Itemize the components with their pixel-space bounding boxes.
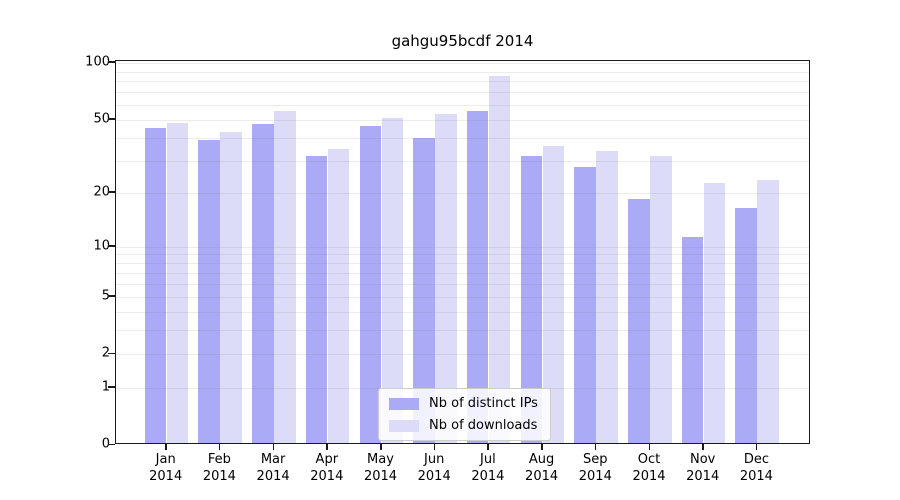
legend: Nb of distinct IPs Nb of downloads — [378, 388, 551, 441]
x-tick-label-mar: Mar 2014 — [256, 452, 290, 484]
gridline — [116, 354, 809, 356]
y-tick-mark — [108, 352, 115, 355]
legend-row-downloads: Nb of downloads — [389, 418, 538, 433]
x-tick-mark — [218, 444, 221, 450]
gridline — [116, 62, 809, 64]
bar-mar-downloads — [274, 111, 296, 443]
x-tick-mark — [541, 444, 543, 450]
x-tick-mark — [433, 444, 436, 450]
bar-jul-downloads — [488, 76, 511, 443]
gridline — [116, 192, 809, 194]
bar-oct-downloads — [650, 156, 672, 443]
gridline — [116, 104, 809, 106]
x-tick-mark — [326, 444, 328, 450]
x-tick-label-feb: Feb 2014 — [202, 452, 236, 484]
y-tick-label-2: 2 — [101, 345, 110, 361]
y-tick-label-1: 1 — [101, 379, 110, 395]
bar-nov-downloads — [703, 183, 726, 443]
bar-feb-distinct-ips — [198, 139, 220, 443]
legend-label-distinct-ips: Nb of distinct IPs — [429, 396, 538, 411]
x-tick-label-oct: Oct 2014 — [632, 452, 666, 484]
y-tick-mark — [108, 118, 115, 120]
x-tick-mark — [165, 444, 167, 450]
gridline — [116, 71, 809, 73]
x-tick-mark — [702, 444, 704, 450]
gridline — [116, 246, 809, 248]
bar-mar-distinct-ips — [252, 124, 274, 443]
x-tick-label-may: May 2014 — [363, 452, 398, 484]
bar-feb-downloads — [220, 131, 242, 443]
bar-jun-distinct-ips — [413, 137, 435, 443]
x-tick-label-jan: Jan 2014 — [149, 452, 183, 484]
x-tick-label-sep: Sep 2014 — [578, 452, 612, 484]
legend-swatch-downloads — [389, 419, 419, 432]
gridline — [116, 263, 809, 265]
bar-apr-downloads — [327, 148, 350, 443]
bar-aug-distinct-ips — [520, 156, 543, 443]
bar-nov-distinct-ips — [681, 237, 704, 443]
bar-jul-distinct-ips — [466, 111, 489, 443]
y-tick-label-5: 5 — [101, 288, 110, 304]
bar-may-distinct-ips — [359, 126, 381, 443]
y-tick-label-10: 10 — [93, 238, 110, 253]
gridline — [116, 81, 809, 83]
bar-dec-distinct-ips — [735, 208, 757, 443]
gridline — [116, 296, 809, 298]
gridline — [116, 272, 809, 274]
bar-aug-downloads — [542, 146, 565, 443]
chart-title: gahgu95bcdf 2014 — [391, 32, 534, 50]
bar-jan-downloads — [166, 122, 189, 443]
y-tick-mark — [108, 295, 115, 297]
x-tick-label-jul: Jul 2014 — [471, 452, 505, 484]
gridline — [116, 160, 809, 162]
bar-sep-distinct-ips — [574, 167, 596, 443]
bar-apr-distinct-ips — [305, 156, 328, 443]
bar-jun-downloads — [435, 114, 457, 443]
y-tick-mark — [108, 191, 115, 193]
y-tick-label-100: 100 — [85, 54, 110, 70]
x-tick-label-apr: Apr 2014 — [310, 452, 344, 484]
y-tick-label-50: 50 — [93, 111, 110, 127]
y-tick-mark — [108, 245, 115, 247]
y-tick-label-20: 20 — [93, 184, 110, 200]
y-tick-mark — [108, 61, 115, 63]
legend-row-distinct-ips: Nb of distinct IPs — [389, 396, 538, 411]
y-tick-mark — [108, 443, 115, 445]
gridline — [116, 254, 809, 256]
x-tick-label-dec: Dec 2014 — [739, 452, 773, 484]
bar-dec-downloads — [757, 179, 779, 443]
x-tick-mark — [272, 444, 275, 450]
gridline — [116, 311, 809, 313]
bar-oct-distinct-ips — [628, 199, 650, 443]
bar-may-downloads — [381, 117, 403, 443]
gridline — [116, 119, 809, 121]
gridline — [116, 92, 809, 94]
x-tick-mark — [648, 444, 650, 450]
gridline — [116, 330, 809, 332]
x-tick-label-jun: Jun 2014 — [417, 452, 451, 484]
x-tick-mark — [755, 444, 758, 450]
y-tick-mark — [108, 386, 115, 388]
bar-sep-downloads — [596, 151, 618, 443]
y-tick-label-0: 0 — [101, 436, 110, 452]
gridline — [116, 137, 809, 139]
x-tick-mark — [594, 444, 597, 450]
x-tick-label-aug: Aug 2014 — [525, 452, 559, 484]
gridline — [116, 283, 809, 285]
legend-swatch-distinct-ips — [389, 397, 419, 410]
x-tick-mark — [487, 444, 489, 450]
x-tick-label-nov: Nov 2014 — [686, 452, 720, 484]
plot-area — [115, 60, 810, 444]
bar-jan-distinct-ips — [144, 127, 167, 443]
x-tick-mark — [380, 444, 382, 450]
legend-label-downloads: Nb of downloads — [429, 418, 538, 433]
